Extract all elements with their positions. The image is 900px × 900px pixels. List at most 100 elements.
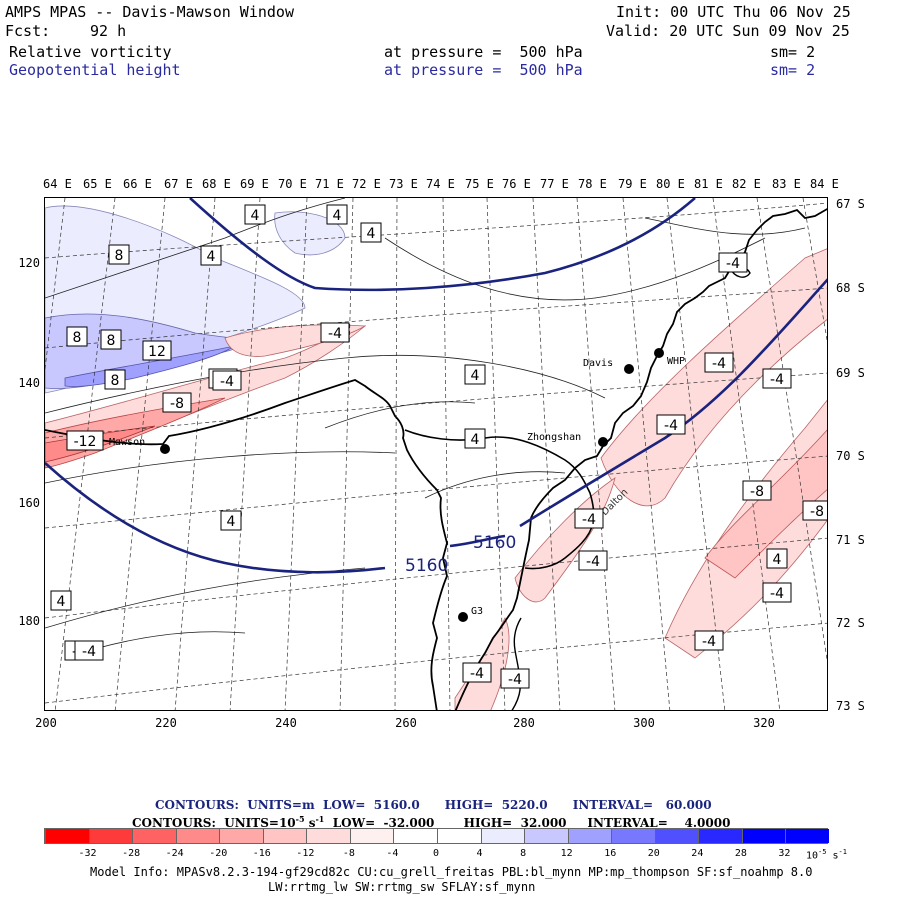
vorticity-label-box [200,245,222,266]
colorbar-cell [611,829,655,843]
longitude-label: 84 E [810,177,839,191]
colorbar-cell [524,829,568,843]
vorticity-contour-legend: CONTOURS: UNITS=10-5 s-1 LOW= -32.000 HI… [132,811,730,832]
colorbar-cell [45,829,89,843]
vorticity-label-box [694,630,724,651]
vorticity-label: -4 [586,554,600,570]
vorticity-label: -4 [328,326,342,342]
init-time: Init: 00 UTC Thu 06 Nov 25 [616,3,851,21]
longitude-label: 66 E [123,177,152,191]
vorticity-label: 4 [773,552,782,568]
height-contour-label: 5160 [473,533,516,553]
vorticity-label-box [326,204,348,225]
colorbar-cell [654,829,699,843]
y-axis-label: 160 [18,496,40,510]
latitude-label: 67 S [836,197,865,211]
vorticity-label: 8 [107,333,116,349]
cb-units-exp2: -1 [838,848,847,856]
vorticity-negative-shading [704,429,827,579]
station-mawson-label: Mawson [109,437,145,448]
vorticity-label-box [718,252,748,273]
longitude-label: 80 E [656,177,685,191]
longitude-label: 75 E [465,177,494,191]
y-axis-label: 180 [18,614,40,628]
vorticity-label: 4 [207,249,216,265]
vorticity-label-box [762,368,792,389]
vorticity-label: 4 [57,594,66,610]
vort-legend-b: s [304,816,316,830]
vorticity-label: 8 [73,330,82,346]
vorticity-label-box [462,662,492,683]
vorticity-label-box [100,329,122,350]
field1-smoothing: sm= 2 [770,43,816,61]
vorticity-label: 4 [227,514,236,530]
vorticity-label-box [66,430,104,451]
latitude-label: 72 S [836,616,865,630]
x-axis-label: 260 [395,716,417,730]
latitude-label: 71 S [836,533,865,547]
colorbar-cell [480,829,525,843]
longitude-label: 76 E [502,177,531,191]
colorbar-tick-label: -12 [296,848,315,859]
colorbar-tick-label: -20 [209,848,228,859]
vorticity-label: -4 [712,356,726,372]
vorticity-label: -4 [220,374,234,390]
vorticity-label: 4 [471,368,480,384]
valid-time: Valid: 20 UTC Sun 09 Nov 25 [606,22,850,40]
vorticity-label-box [464,364,486,385]
vort-legend-a: CONTOURS: UNITS=10 [132,816,296,830]
colorbar-cell [698,829,742,843]
longitude-label: 78 E [578,177,607,191]
colorbar-tick-label: 20 [647,848,660,859]
y-axis-label: 120 [18,256,40,270]
height-contour-legend: CONTOURS: UNITS=m LOW= 5160.0 HIGH= 5220… [155,798,712,812]
latitude-label: 70 S [836,449,865,463]
vort-legend-exp2: -1 [315,814,325,824]
vorticity-labels: 4 8 4 4 4 8 -4 8 -4 12 8 -4 -8 -12 4 4 4 -4 -4 -4 -4 -4 -8 -8 4 -… [50,204,827,689]
vorticity-label-box [142,340,172,361]
colorbar-tick-label: -8 [342,848,355,859]
map-canvas: 5160 5160 Dalton 484448-48-4128-4-8-1244… [45,198,827,710]
cb-units-s: s [826,850,839,862]
colorbar-tick-label: 28 [734,848,747,859]
longitude-label: 64 E [43,177,72,191]
vorticity-label: -4 [770,372,784,388]
vorticity-label: -8 [750,484,764,500]
colorbar-cell [88,829,133,843]
station-whp-dot [654,348,664,358]
longitude-label: 70 E [278,177,307,191]
colorbar-cell [393,829,437,843]
vorticity-label-box [762,582,792,603]
colorbar-tick-label: -4 [386,848,399,859]
vorticity-label: -4 [82,644,96,660]
vorticity-label-box [108,244,130,265]
x-axis-label: 320 [753,716,775,730]
longitude-label: 81 E [694,177,723,191]
vorticity-label-box [464,428,486,449]
colorbar-tick-label: 0 [432,848,440,859]
vorticity-label-box [66,326,88,347]
longitude-label: 69 E [240,177,269,191]
station-g3-label: G3 [471,606,483,617]
vorticity-label: 4 [251,208,260,224]
vorticity-label-box [500,668,530,689]
station-mawson-dot [160,444,170,454]
colorbar-cell [567,829,612,843]
colorbar-tick-label: -32 [78,848,97,859]
colorbar-cell [175,829,220,843]
vorticity-label: -4 [470,666,484,682]
vorticity-label: -4 [582,512,596,528]
map-panel: 5160 5160 Dalton 484448-48-4128-4-8-1244… [44,197,828,711]
vorticity-label-box [766,548,788,569]
model-info-line1: Model Info: MPASv8.2.3-194-gf29cd82c CU:… [90,865,813,879]
station-g3-dot [458,612,468,622]
vorticity-label: 4 [471,432,480,448]
colorbar-tick-label: 16 [604,848,617,859]
vorticity-label: 4 [333,208,342,224]
colorbar-cell [262,829,307,843]
vorticity-label-box [74,640,104,661]
colorbar-cell [219,829,263,843]
colorbar-tick-label: 24 [691,848,704,859]
forecast-label: Fcst: [5,22,51,40]
colorbar-cell [306,829,350,843]
